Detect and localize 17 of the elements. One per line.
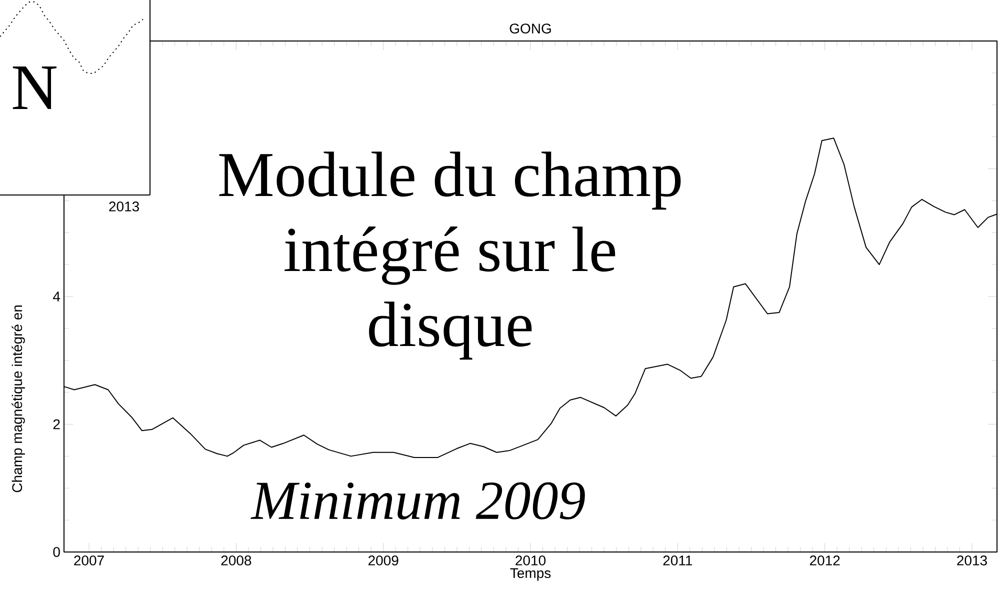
- x-axis-title: Temps: [510, 568, 551, 581]
- annotation: Minimum 2009: [250, 482, 585, 520]
- y-tick-label: 2: [53, 419, 60, 430]
- x-tick-label: 2007: [74, 556, 104, 566]
- y-tick-label: 0: [53, 547, 60, 557]
- annotation: N: [12, 66, 56, 110]
- x-tick-label: 2009: [368, 556, 398, 566]
- annotation: 2013: [109, 202, 139, 212]
- y-tick-label: 4: [53, 292, 60, 302]
- x-tick-label: 2008: [221, 556, 252, 566]
- chart-title: GONG: [510, 24, 551, 34]
- y-axis-title: Champ magnétique intégré en: [12, 305, 25, 492]
- x-tick-label: 2011: [663, 556, 692, 566]
- x-tick-label: 2010: [516, 556, 546, 566]
- x-tick-label: 2013: [957, 556, 987, 566]
- x-tick-label: 2012: [810, 556, 840, 566]
- annotation: Module du champ intégré sur le disque: [219, 152, 681, 360]
